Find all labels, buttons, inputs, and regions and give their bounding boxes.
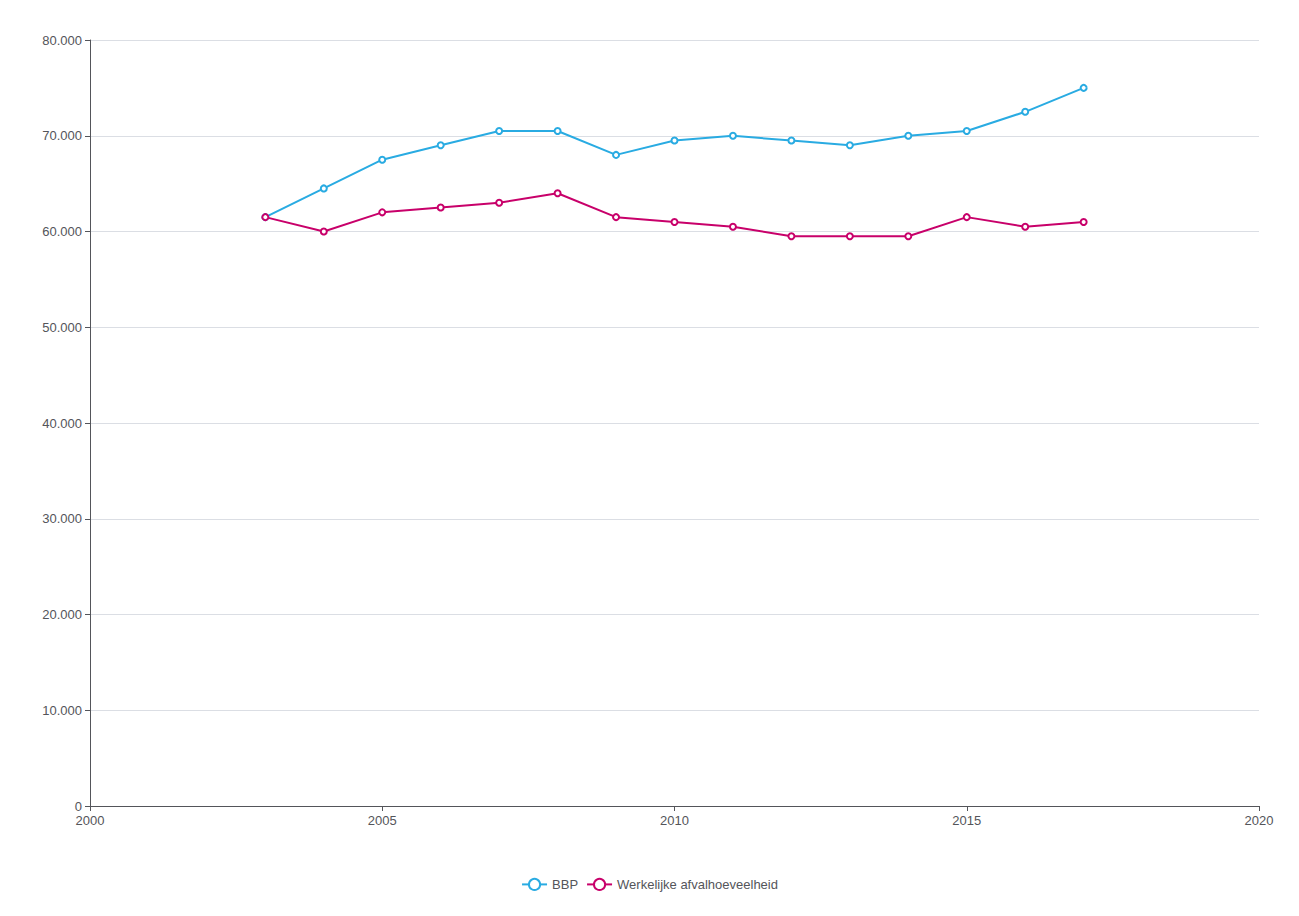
svg-text:60.000: 60.000 xyxy=(42,224,82,239)
svg-text:2010: 2010 xyxy=(660,813,689,828)
svg-text:0: 0 xyxy=(75,799,82,814)
svg-text:70.000: 70.000 xyxy=(42,128,82,143)
svg-text:30.000: 30.000 xyxy=(42,511,82,526)
svg-text:Werkelijke afvalhoeveelheid: Werkelijke afvalhoeveelheid xyxy=(617,877,778,892)
svg-text:80.000: 80.000 xyxy=(42,33,82,48)
svg-text:10.000: 10.000 xyxy=(42,703,82,718)
svg-text:2005: 2005 xyxy=(368,813,397,828)
svg-text:2000: 2000 xyxy=(76,813,105,828)
svg-text:2020: 2020 xyxy=(1245,813,1274,828)
svg-text:20.000: 20.000 xyxy=(42,607,82,622)
svg-text:40.000: 40.000 xyxy=(42,416,82,431)
svg-text:50.000: 50.000 xyxy=(42,320,82,335)
svg-text:2015: 2015 xyxy=(952,813,981,828)
svg-text:BBP: BBP xyxy=(552,877,578,892)
